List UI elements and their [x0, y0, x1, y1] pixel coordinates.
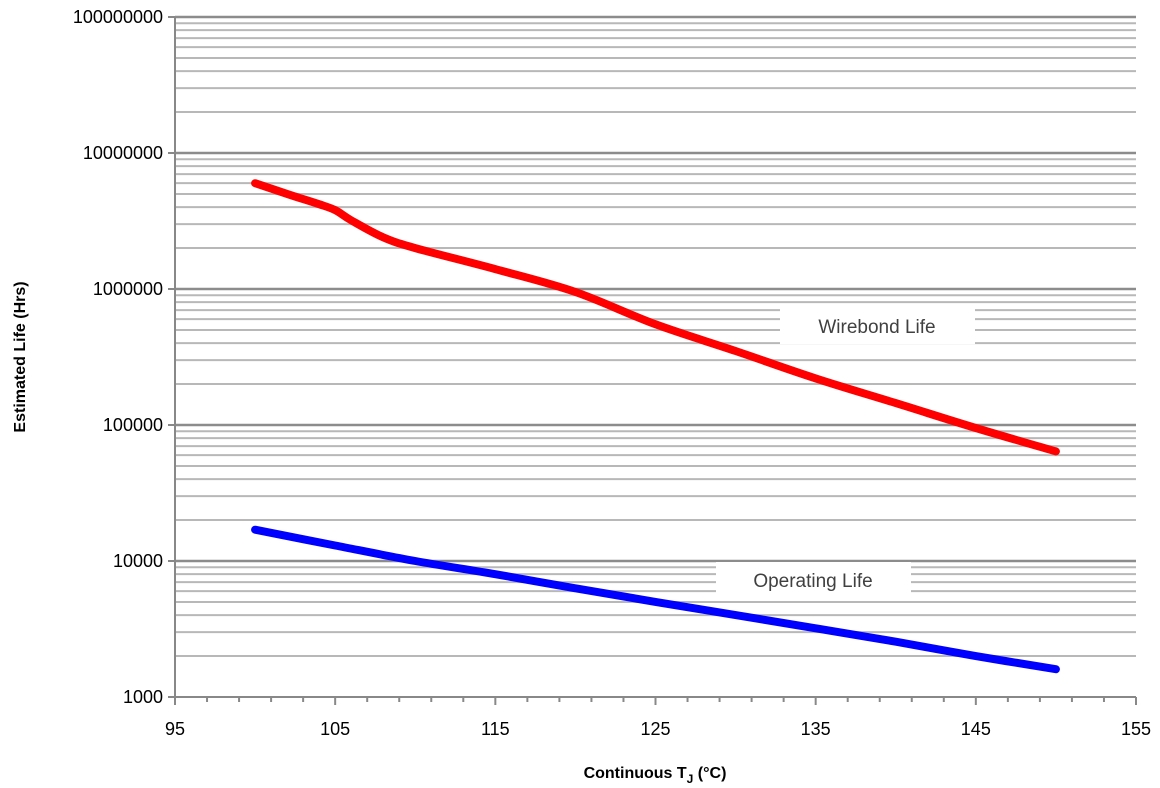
tick-marks: [168, 16, 1137, 705]
x-axis-title-unit: (°C): [693, 765, 726, 782]
x-axis-title-main: Continuous T: [584, 765, 687, 782]
series: [251, 179, 1060, 674]
operating-life-label-text: Operating Life: [753, 571, 872, 592]
x-tick-label: 125: [640, 719, 670, 739]
wirebond-life-label-text: Wirebond Life: [818, 317, 935, 338]
x-tick-label: 155: [1121, 719, 1151, 739]
y-tick-labels: 1000 10000 100000 1000000 10000000 100000000: [73, 7, 163, 707]
y-tick-label: 1000: [123, 687, 163, 707]
x-tick-label: 145: [961, 719, 991, 739]
x-tick-label: 115: [481, 719, 510, 739]
x-tick-label: 105: [320, 719, 350, 739]
major-gridlines: [175, 15, 1136, 563]
x-tick-label: 135: [801, 719, 831, 739]
axes: [174, 17, 1136, 698]
x-tick-labels: 95 105 115 125 135 145 155: [165, 719, 1151, 739]
x-tick-label: 95: [165, 719, 185, 739]
wirebond-life-line: [251, 179, 1060, 456]
y-tick-label: 10000: [113, 551, 163, 571]
wirebond-life-label: Wirebond Life: [780, 308, 975, 344]
y-tick-label: 100000: [103, 415, 163, 435]
x-axis-title-subscript: J: [687, 772, 694, 786]
x-axis-title: Continuous TJ (°C): [584, 765, 727, 786]
y-tick-label: 10000000: [83, 143, 163, 163]
operating-life-line: [251, 525, 1060, 674]
operating-life-label: Operating Life: [716, 562, 911, 598]
y-axis-title: Estimated Life (Hrs): [12, 281, 29, 432]
minor-gridlines: [175, 22, 1136, 658]
y-tick-label: 100000000: [73, 7, 163, 27]
y-tick-label: 1000000: [93, 279, 163, 299]
